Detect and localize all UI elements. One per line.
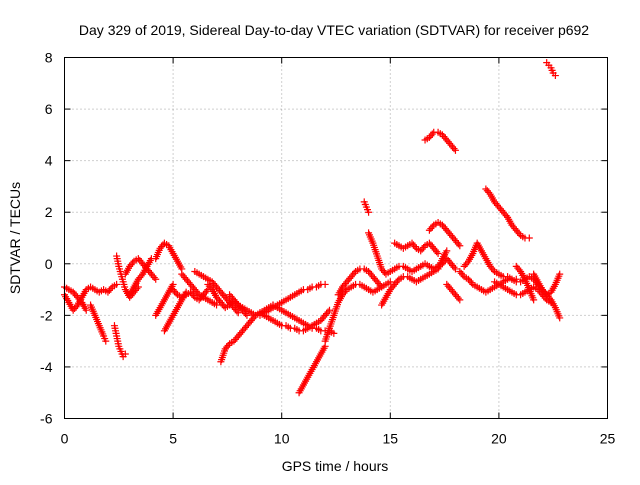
data-point (530, 296, 538, 304)
data-point (113, 280, 121, 288)
data-point (376, 281, 384, 289)
y-axis-label: SDTVAR / TECUs (7, 182, 23, 294)
chart-title: Day 329 of 2019, Sidereal Day-to-day VTE… (79, 22, 589, 38)
x-tick-label: 10 (274, 431, 290, 447)
ticks-layer: 0 5 10 15 20 25 -6 -4 -2 0 2 4 6 8 (40, 50, 615, 447)
data-point (428, 223, 436, 231)
data-point (233, 307, 241, 315)
data-point (451, 265, 459, 273)
data-point (189, 292, 197, 300)
data-point (456, 242, 464, 250)
data-point (450, 263, 458, 271)
data-point (202, 287, 210, 295)
data-point (489, 266, 497, 274)
data-point (386, 278, 394, 286)
data-point (556, 314, 564, 322)
x-tick-label: 15 (383, 431, 399, 447)
y-tick-label: -4 (40, 359, 53, 375)
data-point (467, 279, 475, 287)
x-tick-label: 0 (61, 431, 69, 447)
plot-frame (64, 57, 608, 419)
data-point (213, 301, 221, 309)
data-point (72, 303, 80, 311)
data-point (330, 329, 338, 337)
x-tick-label: 25 (600, 431, 616, 447)
data-point (512, 275, 520, 283)
data-point (242, 310, 249, 318)
data-point (434, 249, 442, 257)
data-point (450, 145, 458, 153)
data-point (325, 306, 333, 314)
marks-layer (61, 59, 564, 397)
y-tick-label: 4 (45, 153, 53, 169)
data-point (551, 72, 559, 80)
data-point (102, 337, 110, 345)
data-point (365, 208, 373, 216)
data-point (137, 272, 145, 280)
data-point (350, 269, 358, 277)
grid-layer (64, 57, 608, 419)
data-point (394, 277, 402, 285)
data-point (459, 271, 467, 279)
data-point (451, 146, 459, 154)
data-point (172, 289, 180, 297)
data-point (82, 306, 90, 314)
data-point (443, 247, 451, 255)
data-point (324, 308, 332, 316)
data-point (233, 299, 241, 307)
y-tick-label: 6 (45, 101, 53, 117)
data-point (250, 313, 258, 321)
data-point (485, 188, 493, 196)
data-point (129, 259, 137, 267)
y-tick-label: 8 (45, 50, 53, 66)
data-point (456, 296, 464, 304)
y-tick-label: 0 (45, 256, 53, 272)
data-point (525, 234, 533, 242)
data-point (207, 284, 215, 292)
y-tick-label: 2 (45, 204, 53, 220)
data-point (463, 259, 471, 267)
data-point (150, 274, 158, 282)
x-tick-label: 20 (491, 431, 507, 447)
data-point (420, 243, 428, 251)
y-tick-label: -6 (40, 411, 53, 427)
data-point (515, 230, 523, 238)
data-point (454, 294, 462, 302)
x-axis-label: GPS time / hours (282, 458, 389, 474)
data-point (378, 283, 386, 291)
data-point (428, 130, 436, 138)
data-point (121, 350, 129, 358)
data-point (433, 248, 441, 256)
data-point (224, 341, 232, 349)
data-point (194, 289, 202, 297)
data-point (502, 212, 510, 220)
data-point (321, 280, 329, 288)
data-point (76, 297, 84, 305)
data-point (411, 243, 419, 251)
data-point (234, 309, 242, 317)
data-point (152, 275, 160, 283)
data-point (107, 285, 115, 293)
data-point (515, 266, 523, 274)
data-point (546, 294, 554, 302)
data-point (556, 270, 564, 278)
y-tick-label: -2 (40, 307, 53, 323)
x-tick-label: 5 (169, 431, 177, 447)
data-point (454, 240, 462, 248)
